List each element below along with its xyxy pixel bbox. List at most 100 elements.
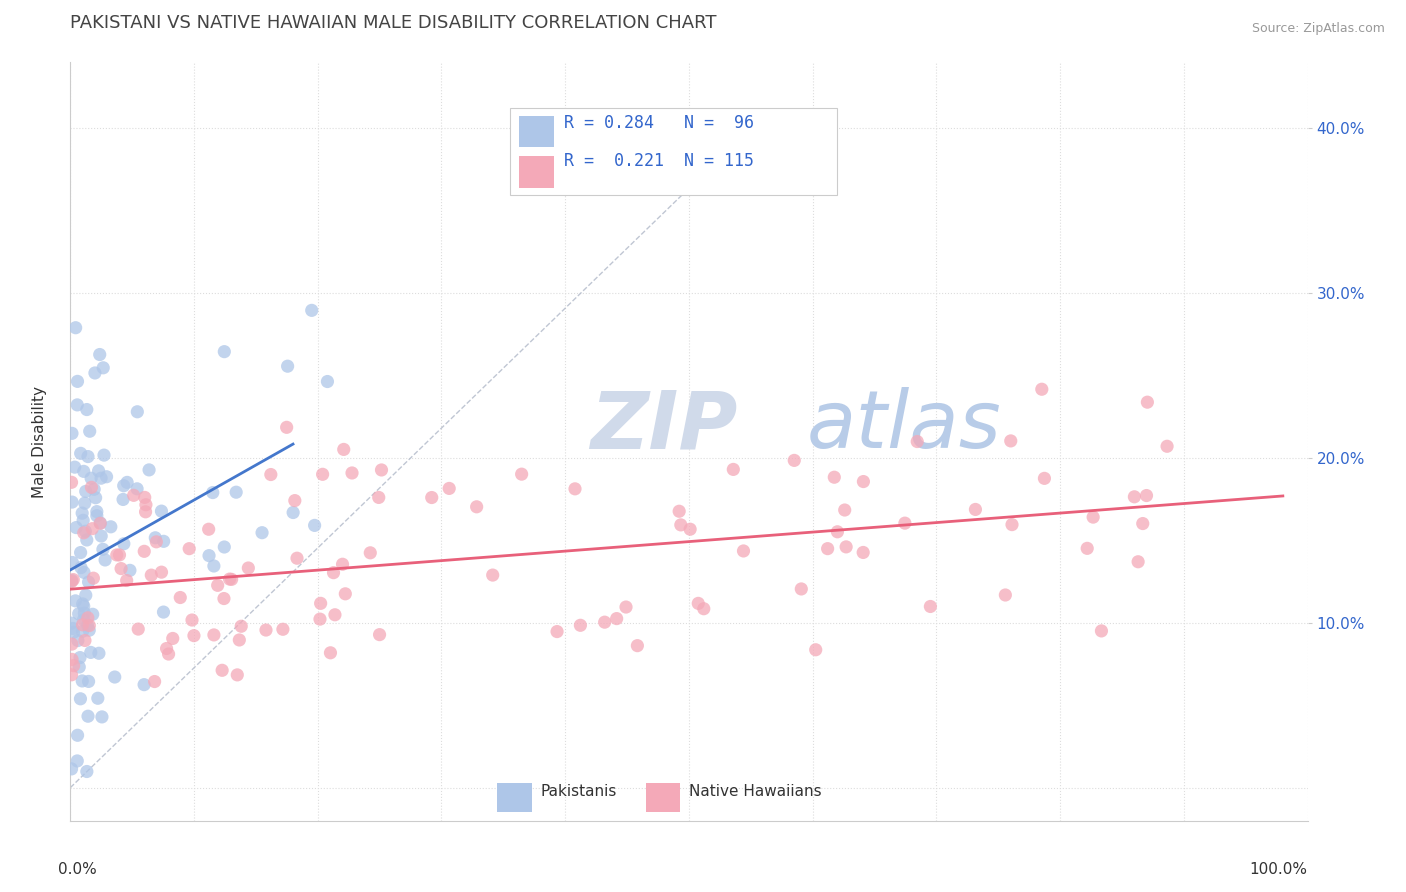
Point bbox=[70, 673, 93, 688]
Point bbox=[60, 574, 83, 588]
Point bbox=[143, 531, 166, 545]
Point bbox=[593, 615, 616, 630]
Point bbox=[76, 618, 98, 632]
Point bbox=[127, 405, 149, 419]
Point bbox=[86, 505, 108, 519]
Point bbox=[823, 470, 845, 484]
Point bbox=[202, 628, 225, 642]
Point bbox=[211, 663, 233, 677]
Point bbox=[202, 559, 225, 574]
Point bbox=[75, 484, 97, 499]
Point bbox=[77, 709, 100, 723]
Point bbox=[63, 460, 86, 475]
Point bbox=[1000, 434, 1022, 448]
Point bbox=[309, 612, 332, 626]
Text: R = 0.284   N =  96: R = 0.284 N = 96 bbox=[564, 114, 754, 132]
Text: 100.0%: 100.0% bbox=[1250, 863, 1308, 878]
Point bbox=[76, 764, 98, 779]
Point bbox=[276, 420, 298, 434]
Point bbox=[228, 632, 250, 647]
Point bbox=[546, 624, 568, 639]
Point bbox=[626, 639, 648, 653]
Point bbox=[112, 537, 135, 551]
Point bbox=[73, 525, 96, 540]
Point bbox=[198, 549, 221, 563]
Point bbox=[271, 622, 294, 636]
Point bbox=[67, 607, 90, 621]
Point bbox=[212, 591, 235, 606]
Point bbox=[69, 691, 91, 706]
Point bbox=[60, 475, 83, 490]
Point bbox=[420, 491, 443, 505]
Point bbox=[73, 566, 96, 580]
Point bbox=[143, 674, 166, 689]
Point bbox=[827, 524, 849, 539]
Point bbox=[834, 503, 856, 517]
Point bbox=[162, 632, 184, 646]
Point bbox=[1031, 382, 1053, 396]
Point bbox=[145, 534, 167, 549]
Point bbox=[1090, 624, 1112, 638]
Point bbox=[309, 596, 332, 610]
Point bbox=[169, 591, 191, 605]
Point bbox=[65, 320, 87, 334]
Point bbox=[115, 475, 138, 490]
Point bbox=[80, 480, 103, 494]
Point bbox=[60, 668, 83, 682]
Point bbox=[127, 622, 149, 636]
Point bbox=[368, 627, 391, 641]
Point bbox=[100, 520, 122, 534]
Point bbox=[367, 491, 389, 505]
Point bbox=[72, 613, 94, 627]
Point bbox=[82, 607, 104, 622]
Point bbox=[1123, 490, 1146, 504]
Point bbox=[80, 471, 103, 485]
Point bbox=[218, 572, 240, 586]
Point bbox=[688, 596, 710, 610]
Point bbox=[60, 637, 83, 651]
Point bbox=[1135, 489, 1157, 503]
Point bbox=[852, 545, 875, 559]
Point bbox=[284, 493, 307, 508]
Point bbox=[207, 578, 229, 592]
Point bbox=[104, 670, 127, 684]
Point bbox=[62, 625, 84, 640]
Point bbox=[340, 466, 363, 480]
Point bbox=[82, 522, 104, 536]
Point bbox=[66, 728, 89, 742]
Point bbox=[93, 448, 115, 462]
Point bbox=[60, 652, 83, 666]
Point bbox=[70, 560, 93, 574]
Point bbox=[152, 605, 174, 619]
Point bbox=[733, 544, 755, 558]
Point bbox=[894, 516, 917, 530]
Point bbox=[135, 505, 157, 519]
Point bbox=[82, 571, 104, 585]
FancyBboxPatch shape bbox=[645, 783, 681, 812]
Point bbox=[332, 558, 354, 572]
Point bbox=[73, 496, 96, 510]
Point bbox=[69, 446, 91, 460]
Point bbox=[79, 424, 101, 438]
Point bbox=[304, 518, 326, 533]
Point bbox=[75, 588, 97, 602]
FancyBboxPatch shape bbox=[519, 156, 554, 187]
Point bbox=[86, 508, 108, 523]
Point bbox=[322, 566, 344, 580]
Point bbox=[359, 546, 381, 560]
Point bbox=[77, 624, 100, 638]
Point bbox=[66, 375, 89, 389]
Point bbox=[1033, 471, 1056, 485]
Point bbox=[66, 398, 89, 412]
Point bbox=[301, 303, 323, 318]
Text: Pakistanis: Pakistanis bbox=[540, 784, 617, 799]
Point bbox=[157, 647, 180, 661]
Point bbox=[669, 517, 692, 532]
Point bbox=[1132, 516, 1154, 531]
Point bbox=[225, 485, 247, 500]
Point bbox=[285, 551, 308, 566]
Point bbox=[614, 600, 637, 615]
Text: Male Disability: Male Disability bbox=[32, 385, 46, 498]
Point bbox=[91, 360, 114, 375]
Point bbox=[60, 616, 83, 631]
